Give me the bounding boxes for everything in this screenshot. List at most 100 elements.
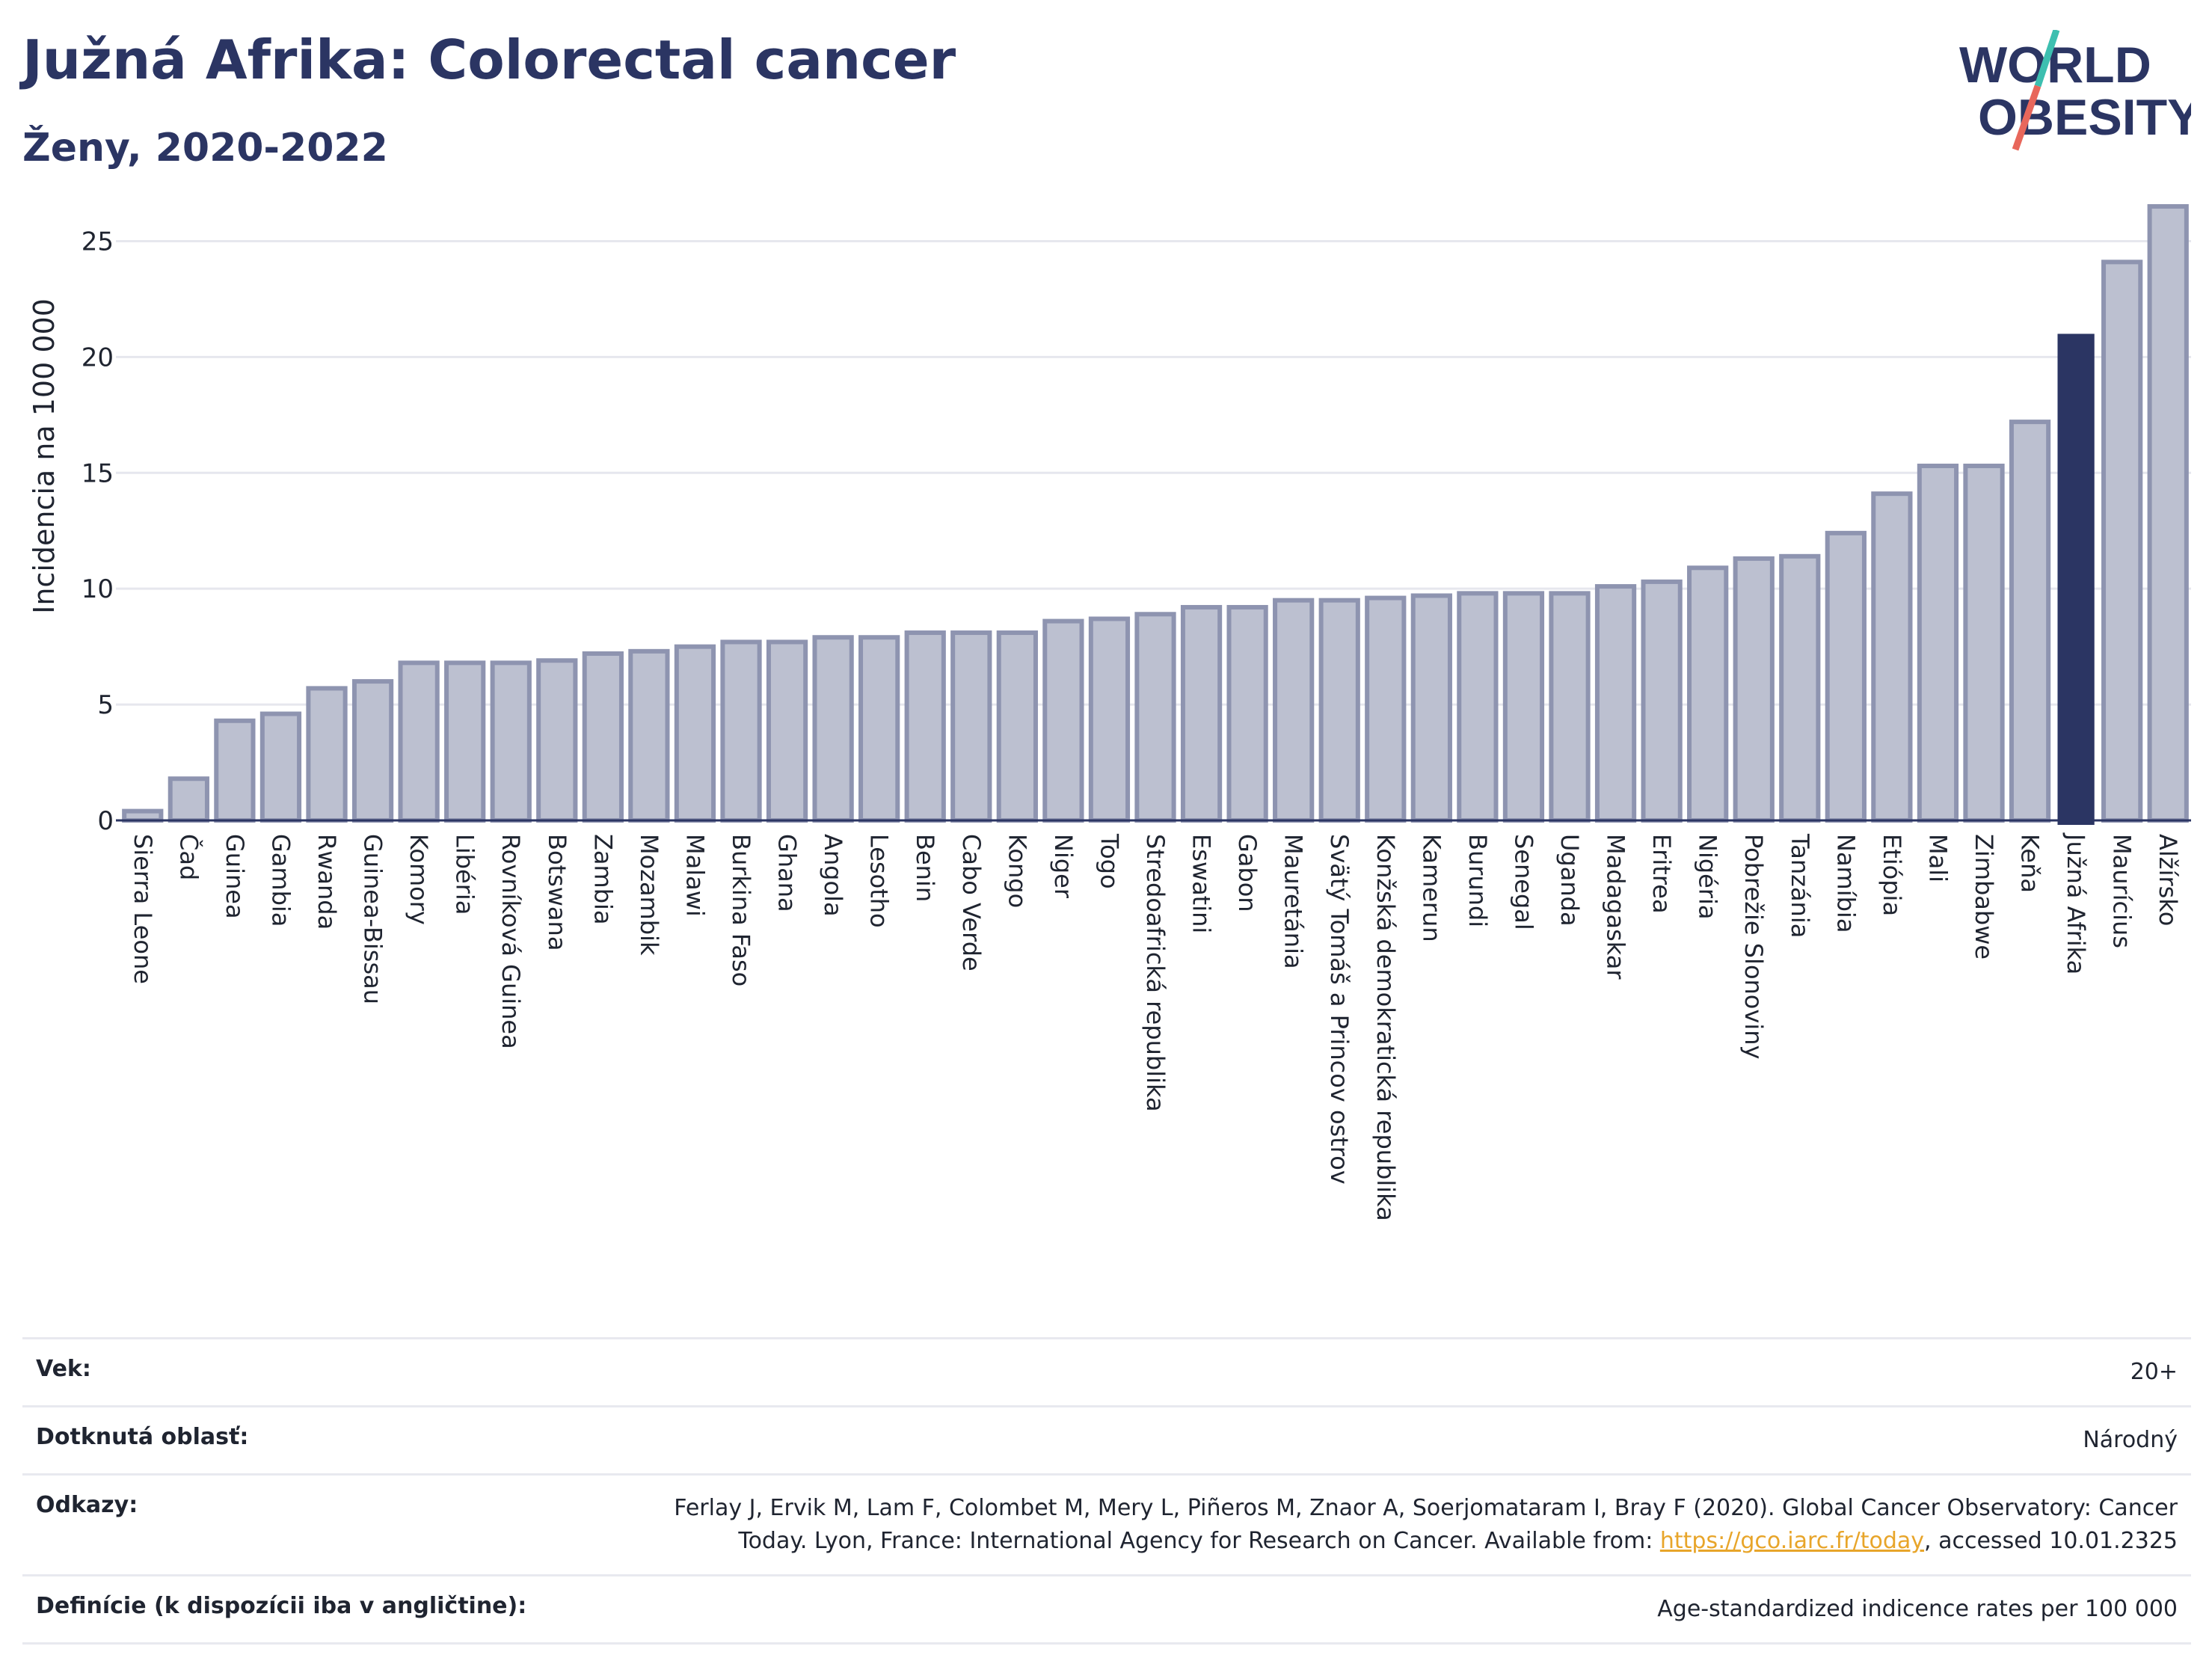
bars [122, 203, 2189, 825]
x-tick-label: Guinea [221, 834, 249, 919]
bar [1180, 604, 1223, 823]
y-tick-label: 20 [82, 343, 114, 372]
x-tick-label: Čad [174, 834, 203, 880]
y-tick-label: 25 [82, 227, 114, 257]
x-tick-label: Etiópia [1878, 834, 1906, 916]
x-tick-label: Madagaskar [1602, 834, 1630, 980]
x-tick-label: Eritrea [1647, 834, 1676, 914]
bar [1273, 598, 1315, 823]
bar [490, 660, 532, 823]
info-value-definitions: Age-standardized indicence rates per 100… [1657, 1596, 2178, 1622]
x-tick-label: Namíbia [1831, 834, 1860, 933]
x-tick-label: Niger [1049, 834, 1078, 899]
x-tick-label: Keňa [2016, 834, 2044, 893]
bar [582, 651, 624, 823]
logo-line2: OBESITY [1978, 89, 2191, 146]
logo-slash-coral [2012, 85, 2042, 151]
x-tick-label: Mauretánia [1279, 834, 1308, 969]
x-tick-label: Stredoafrická republika [1141, 834, 1170, 1112]
x-tick-label: Benin [911, 834, 939, 902]
x-tick-label: Nigéria [1694, 834, 1722, 919]
reference-link[interactable]: https://gco.iarc.fr/today [1659, 1528, 1925, 1554]
info-key-definitions: Definície (k dispozícii iba v angličtine… [36, 1593, 527, 1619]
bar [1641, 579, 1683, 823]
x-tick-label: Tanzánia [1786, 833, 1814, 938]
reference-line2-pre: Today. Lyon, France: International Agenc… [738, 1528, 1660, 1554]
y-tick-labels: 0 5 10 15 20 25 [82, 227, 114, 836]
chart-title: Južná Afrika: Colorectal cancer [22, 28, 956, 91]
x-tick-label: Mali [1923, 834, 1952, 882]
bar [214, 718, 256, 823]
x-tick-label: Maurícius [2108, 834, 2136, 948]
x-tick-label: Botswana [543, 834, 571, 951]
x-tick-label: Ghana [773, 834, 802, 912]
bar [1549, 591, 1591, 823]
bar [996, 630, 1038, 823]
x-tick-label: Angola [819, 834, 847, 917]
info-value-area: Národný [2083, 1427, 2178, 1453]
bar-chart: 0 5 10 15 20 25 Sierra Leone Čad Guinea Gambia Rw… [28, 203, 2191, 1221]
x-tick-label: Komory [405, 834, 433, 925]
bar [536, 658, 578, 823]
bar [812, 635, 854, 823]
info-row-definitions: Definície (k dispozícii iba v angličtine… [22, 1574, 2191, 1645]
x-tick-label: Gambia [266, 834, 295, 927]
x-tick-label: Pobrežie Slonoviny [1739, 834, 1768, 1059]
bar [1134, 612, 1176, 823]
y-tick-label: 10 [82, 574, 114, 604]
info-key-area: Dotknutá oblasť: [36, 1424, 249, 1450]
bar [1365, 595, 1407, 823]
x-tick-label: Cabo Verde [957, 834, 986, 971]
y-tick-label: 5 [97, 690, 114, 720]
bar [1226, 604, 1268, 823]
x-tick-label: Senegal [1509, 834, 1537, 930]
bar [351, 679, 394, 823]
x-tick-label: Rwanda [313, 834, 341, 930]
bar [259, 711, 302, 823]
bar [1318, 598, 1360, 823]
reference-line1: Ferlay J, Ervik M, Lam F, Colombet M, Me… [674, 1495, 2178, 1521]
bar [1687, 565, 1729, 823]
bar [122, 808, 164, 823]
bar [674, 644, 716, 823]
y-axis-label: Incidencia na 100 000 [28, 298, 61, 614]
x-tick-label: Togo [1095, 833, 1123, 889]
bar [1733, 556, 1775, 823]
y-tick-label: 15 [82, 458, 114, 488]
bar [306, 686, 348, 823]
x-tick-label: Svätý Tomáš a Princov ostrov [1325, 834, 1354, 1185]
x-tick-label: Rovníková Guinea [497, 834, 525, 1049]
chart-subtitle: Ženy, 2020-2022 [22, 126, 388, 171]
bar [168, 776, 209, 823]
x-tick-label: Kamerun [1417, 834, 1446, 942]
bar [628, 648, 670, 823]
bar [1963, 463, 2005, 823]
bar [1410, 593, 1452, 823]
bar [1594, 584, 1637, 823]
x-tick-label: Uganda [1555, 834, 1584, 927]
info-key-references: Odkazy: [36, 1492, 138, 1518]
x-tick-label: Alžírsko [2154, 834, 2182, 926]
logo-line1: WORLD [1959, 37, 2151, 93]
x-tick-labels: Sierra Leone Čad Guinea Gambia Rwanda Guinea-… [129, 832, 2182, 1221]
x-tick-label: Sierra Leone [129, 834, 157, 984]
bar [444, 660, 486, 823]
info-value-age: 20+ [2130, 1359, 2178, 1385]
bar [1917, 463, 1959, 823]
bar [1042, 618, 1084, 823]
x-tick-label: Mozambik [635, 834, 663, 956]
world-obesity-logo: WORLD OBESITY [1959, 30, 2191, 151]
bar [950, 630, 992, 823]
bar [2057, 334, 2095, 825]
x-tick-label: Burkina Faso [727, 834, 755, 986]
info-row-age: Vek: 20+ [22, 1337, 2191, 1405]
bar [2147, 203, 2189, 823]
logo-slash-teal [2034, 30, 2060, 87]
bar [1502, 591, 1545, 823]
x-tick-label: Malawi [681, 834, 709, 917]
x-tick-label: Kongo [1003, 834, 1031, 908]
x-tick-label: Libéria [451, 834, 479, 915]
bar [1779, 553, 1821, 823]
x-tick-label: Zambia [589, 834, 617, 925]
info-value-references: Ferlay J, Ervik M, Lam F, Colombet M, Me… [674, 1492, 2178, 1558]
